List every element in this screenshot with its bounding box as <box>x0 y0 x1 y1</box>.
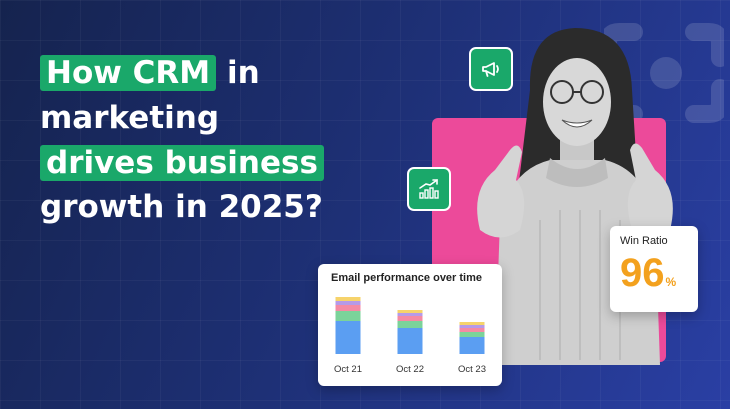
email-performance-card: Email performance over time Oct 21 Oct 22… <box>318 264 502 386</box>
bar-segment-oct-23-s2 <box>459 328 485 332</box>
growth-chart-icon <box>419 179 439 199</box>
x-tick-label: Oct 21 <box>334 364 362 375</box>
bar-segment-oct-21-s4 <box>335 297 361 301</box>
bar-segment-oct-22-s3 <box>397 313 423 316</box>
growth-chart-tile <box>407 167 451 211</box>
headline-highlight-1: How CRM <box>40 55 217 91</box>
bar-segment-oct-22-s2 <box>397 316 423 321</box>
win-ratio-value: 96 <box>620 251 665 295</box>
win-ratio-unit: % <box>665 275 677 289</box>
chart-title: Email performance over time <box>331 272 483 284</box>
headline-highlight-2: drives business <box>40 144 324 181</box>
win-ratio-title: Win Ratio <box>620 235 668 247</box>
headline-line-2: marketing <box>40 99 220 136</box>
headline-line-1: How CRM in <box>40 54 340 93</box>
megaphone-tile <box>469 47 513 91</box>
headline-line-4: growth in 2025? <box>40 189 323 226</box>
bar-segment-oct-21-s1 <box>335 311 361 321</box>
x-tick-label: Oct 23 <box>458 364 486 375</box>
win-ratio-card: Win Ratio 96% <box>610 226 698 312</box>
bar-segment-oct-22-s0 <box>397 328 423 354</box>
headline: How CRM in marketing drives business gro… <box>40 54 340 233</box>
bar-segment-oct-22-s1 <box>397 321 423 328</box>
x-tick-label: Oct 22 <box>396 364 424 375</box>
person-photo <box>477 28 673 365</box>
headline-line-1-rest: in <box>216 55 260 91</box>
bar-segment-oct-21-s0 <box>335 321 361 354</box>
headline-line-3: drives business <box>40 144 340 183</box>
win-ratio-value-row: 96% <box>620 253 688 293</box>
bar-segment-oct-21-s3 <box>335 301 361 305</box>
bar-segment-oct-23-s0 <box>459 337 485 354</box>
bar-segment-oct-23-s3 <box>459 325 485 328</box>
email-performance-chart: Oct 21 Oct 22 Oct 23 <box>334 297 486 375</box>
megaphone-icon <box>482 62 499 77</box>
bar-segment-oct-21-s2 <box>335 305 361 311</box>
bar-segment-oct-22-s4 <box>397 310 423 313</box>
bar-segment-oct-23-s4 <box>459 322 485 325</box>
bar-segment-oct-23-s1 <box>459 332 485 337</box>
